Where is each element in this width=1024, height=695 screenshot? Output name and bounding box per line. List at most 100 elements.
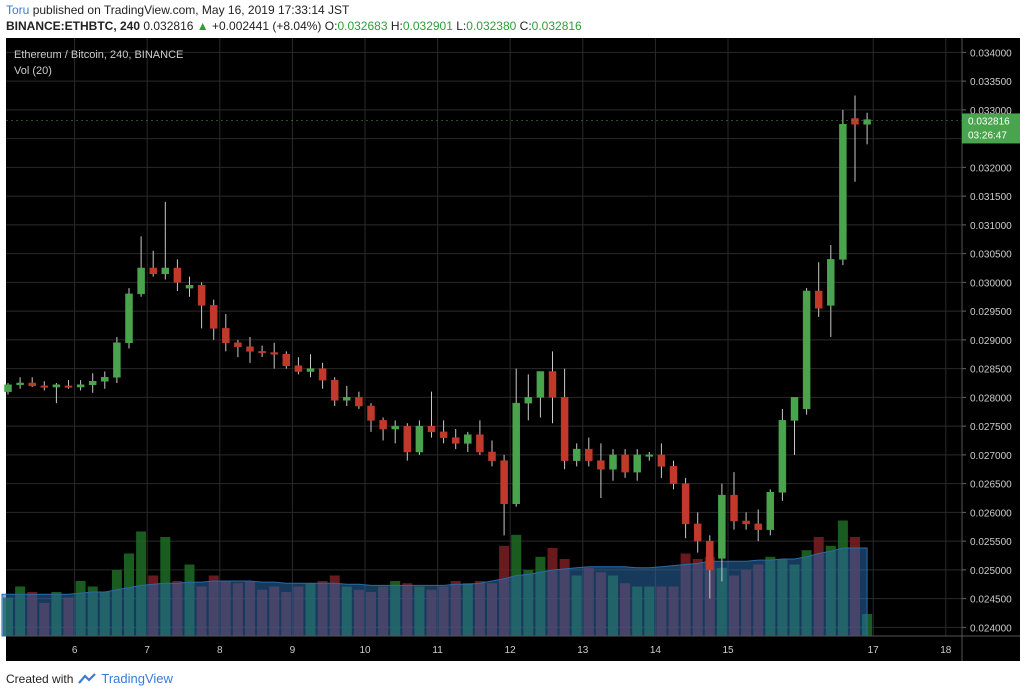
footer: Created with TradingView: [6, 671, 173, 686]
candle-body: [234, 342, 242, 348]
candle-body: [318, 368, 327, 381]
candle-body: [306, 368, 315, 372]
close-value: 0.032816: [531, 19, 582, 33]
x-tick-label: 18: [940, 645, 952, 656]
candle-body: [464, 434, 472, 444]
candle-body: [572, 448, 581, 461]
x-tick-label: 14: [650, 645, 662, 656]
candle-body: [76, 384, 85, 388]
open-value: 0.032683: [337, 19, 388, 33]
candle-body: [512, 402, 520, 504]
candle-body: [548, 371, 557, 398]
y-tick-label: 0.033000: [970, 106, 1012, 117]
y-tick-label: 0.028500: [970, 365, 1012, 376]
grid-lines: [6, 38, 962, 636]
candle-body: [149, 267, 157, 274]
x-tick-label: 11: [432, 645, 443, 656]
y-tick-label: 0.033500: [970, 77, 1012, 88]
countdown-label: 03:26:47: [968, 130, 1007, 141]
candle-body: [693, 523, 702, 542]
candle-body: [488, 451, 496, 461]
candle-body: [40, 385, 49, 388]
candle-body: [802, 290, 811, 410]
candle-body: [536, 371, 545, 398]
author-link[interactable]: Toru: [6, 3, 30, 17]
candle-body: [427, 425, 436, 433]
change-value: +0.002441 (+8.04%): [212, 19, 322, 33]
candle-body: [585, 448, 593, 461]
candle-body: [294, 365, 303, 372]
candle-body: [415, 425, 424, 453]
low-value: 0.032380: [466, 19, 517, 33]
candle-body: [125, 293, 133, 343]
candle-body: [560, 397, 569, 461]
candle-body: [524, 397, 533, 404]
candle-body: [330, 379, 339, 401]
candle-body: [633, 454, 641, 473]
candle-body: [814, 290, 823, 309]
candle-body: [730, 494, 738, 522]
candle-body: [185, 285, 194, 289]
x-tick-label: 8: [217, 645, 223, 656]
volume-label: Vol (20): [14, 65, 52, 77]
price-chart[interactable]: 0.0340000.0335000.0330000.0325000.032000…: [0, 38, 1024, 663]
candle-body: [609, 454, 617, 470]
candle-body: [439, 431, 448, 438]
time-axis-background: [6, 636, 1020, 661]
candle-body: [863, 119, 871, 125]
candle-body: [403, 425, 412, 453]
y-tick-label: 0.034000: [970, 48, 1012, 59]
x-tick-label: 7: [144, 645, 150, 656]
candle-body: [681, 483, 690, 525]
open-label: O:: [324, 19, 338, 33]
candle-body: [258, 351, 266, 354]
y-tick-label: 0.025000: [970, 566, 1012, 577]
candle-body: [52, 384, 61, 388]
x-tick-label: 12: [505, 645, 517, 656]
y-tick-label: 0.028000: [970, 393, 1012, 404]
candle-body: [851, 118, 859, 125]
tradingview-brand-link[interactable]: TradingView: [101, 671, 173, 686]
symbol-label: BINANCE:ETHBTC, 240: [6, 19, 141, 33]
candle-body: [246, 346, 254, 352]
candle-body: [391, 425, 399, 430]
plot-background: [6, 38, 962, 636]
publish-line: Toru published on TradingView.com, May 1…: [6, 3, 349, 17]
time-axis[interactable]: 6 7 8 9 10 11 12 13 14 15 17 18: [6, 635, 1020, 656]
candle-body: [500, 460, 508, 504]
candle-body: [379, 420, 387, 430]
y-tick-label: 0.025500: [970, 537, 1012, 548]
candle-body: [28, 382, 36, 387]
created-with-text: Created with: [6, 671, 74, 686]
tradingview-logo-icon: [78, 672, 97, 684]
y-tick-label: 0.024500: [970, 595, 1012, 606]
x-tick-label: 15: [722, 645, 734, 656]
candles: [4, 95, 962, 599]
candle-body: [137, 267, 145, 295]
candle-body: [88, 381, 97, 385]
candle-body: [4, 384, 12, 392]
candle-body: [209, 305, 218, 329]
candle-body: [270, 352, 278, 355]
candle-body: [657, 454, 666, 467]
current-price-label: 0.032816: [968, 116, 1010, 127]
candle-body: [778, 420, 787, 493]
candle-body: [754, 523, 762, 530]
candle-body: [669, 466, 678, 484]
candle-body: [355, 397, 363, 407]
candle-body: [706, 540, 714, 571]
y-tick-label: 0.030500: [970, 250, 1012, 261]
publish-info: published on TradingView.com, May 16, 20…: [32, 3, 350, 17]
candle-body: [451, 437, 460, 444]
y-tick-label: 0.027000: [970, 451, 1012, 462]
candle-body: [161, 267, 170, 274]
y-tick-label: 0.031500: [970, 192, 1012, 203]
candle-body: [645, 454, 654, 457]
candle-body: [101, 377, 109, 382]
candle-body: [367, 405, 375, 421]
candle-body: [476, 434, 484, 453]
candle-body: [742, 520, 750, 525]
candle-body: [718, 494, 726, 559]
x-tick-label: 9: [290, 645, 296, 656]
y-tick-label: 0.029500: [970, 307, 1012, 318]
